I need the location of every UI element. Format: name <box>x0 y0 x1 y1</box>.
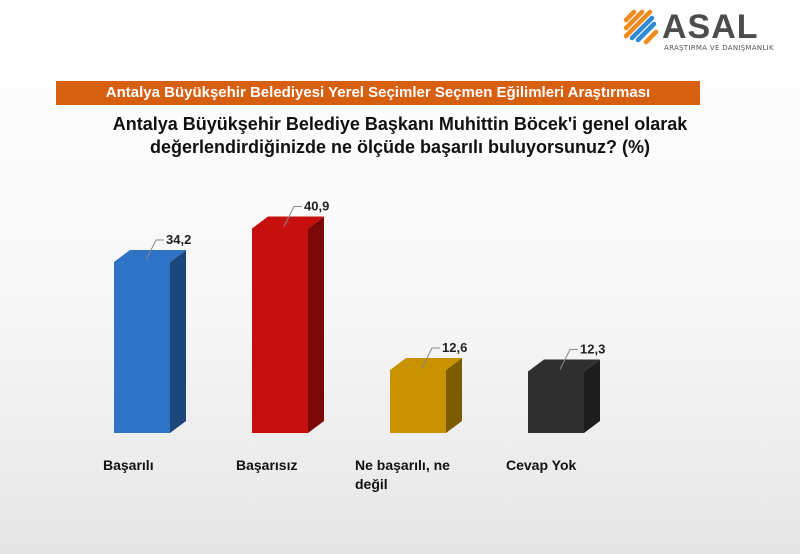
leader-line-0 <box>145 239 164 261</box>
category-label-0: Başarılı <box>103 457 154 473</box>
asal-logo: ASAL ARAŞTIRMA VE DANIŞMANLIK <box>622 8 774 56</box>
bar-top-2 <box>390 358 462 370</box>
category-label-1: Başarısız <box>236 457 297 473</box>
category-label-2: Ne başarılı, ne <box>355 457 450 473</box>
logo-subtitle: ARAŞTIRMA VE DANIŞMANLIK <box>664 44 774 52</box>
survey-banner: Antalya Büyükşehir Belediyesi Yerel Seçi… <box>56 81 700 105</box>
category-label-2-line-1: değil <box>355 476 388 492</box>
leader-line-3 <box>559 349 578 370</box>
bar-top-1 <box>252 216 324 229</box>
bar-3 <box>528 371 584 433</box>
category-label-3: Cevap Yok <box>506 457 577 473</box>
leader-line-1 <box>283 206 302 227</box>
asal-logo-mark <box>623 9 659 45</box>
question-title: Antalya Büyükşehir Belediye Başkanı Muhi… <box>40 113 760 159</box>
value-label-0: 34,2 <box>166 232 191 247</box>
value-label-2: 12,6 <box>442 340 467 355</box>
bar-top-0 <box>114 250 186 262</box>
bar-side-3 <box>584 359 600 433</box>
leader-line-2 <box>421 347 440 369</box>
question-line-2: değerlendirdiğinizde ne ölçüde başarılı … <box>149 137 651 157</box>
value-label-3: 12,3 <box>580 342 605 357</box>
bar-1 <box>252 228 308 433</box>
bar-0 <box>114 262 170 433</box>
logo-name: ASAL <box>662 8 759 46</box>
value-label-1: 40,9 <box>304 199 329 214</box>
bar-2 <box>390 370 446 433</box>
bar-side-0 <box>170 250 186 433</box>
question-line-1: Antalya Büyükşehir Belediye Başkanı Muhi… <box>112 114 688 134</box>
bar-side-1 <box>308 216 324 433</box>
bar-top-3 <box>528 359 600 372</box>
bar-side-2 <box>446 358 462 433</box>
